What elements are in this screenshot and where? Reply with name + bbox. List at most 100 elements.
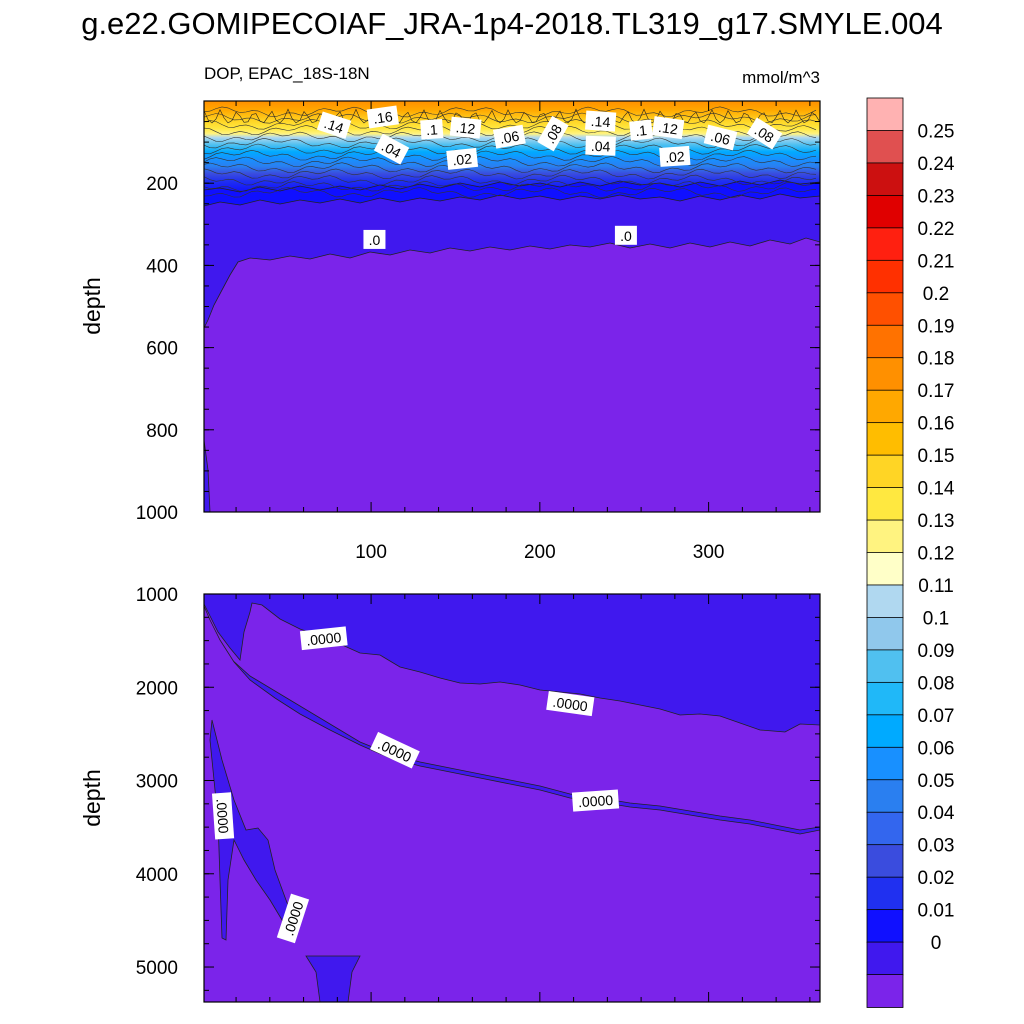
contour-label-text: .1 bbox=[634, 122, 647, 139]
figure-title: g.e22.GOMIPECOIAF_JRA-1p4-2018.TL319_g17… bbox=[81, 6, 943, 41]
contour-label-box bbox=[746, 117, 783, 150]
contour-label-box bbox=[316, 111, 352, 139]
colorbar-label: 0.09 bbox=[918, 641, 955, 662]
colorbar-swatch bbox=[866, 811, 904, 846]
lower-zero-middle bbox=[204, 605, 820, 1002]
colorbar-label: 0.01 bbox=[918, 901, 955, 922]
contour-label-text: .0 bbox=[620, 228, 632, 244]
contour-label-text: .12 bbox=[455, 119, 476, 137]
variable-label: DOP, EPAC_18S-18N bbox=[204, 64, 370, 83]
y-tick-label: 400 bbox=[146, 256, 178, 277]
contour-label-text: .12 bbox=[657, 119, 679, 138]
contour-label: .14 bbox=[316, 111, 352, 139]
y-tick-label: 1000 bbox=[136, 503, 178, 524]
contour-label-box bbox=[299, 626, 348, 651]
lower-band-upper bbox=[204, 594, 820, 733]
contour-line bbox=[204, 180, 817, 192]
contour-label: .0000 bbox=[546, 690, 595, 717]
surface-spikes bbox=[204, 101, 820, 124]
colorbar-swatch bbox=[866, 552, 904, 586]
colorbar-label: 0.05 bbox=[918, 771, 955, 792]
colorbar-label: 0.16 bbox=[918, 414, 955, 435]
colorbar-label: 0.14 bbox=[918, 479, 955, 500]
contour-label-box bbox=[370, 731, 420, 769]
colorbar-label: 0.11 bbox=[918, 576, 954, 597]
lower-slope-band bbox=[209, 719, 299, 941]
colorbar-swatch bbox=[866, 324, 904, 359]
contour-label-box bbox=[585, 135, 616, 156]
colorbar-label: 0.04 bbox=[918, 803, 955, 824]
contour-label: .1 bbox=[420, 119, 444, 140]
lower-contour-labels: .0000.0000.0000.0000.0000.0000 bbox=[211, 626, 620, 944]
contour-label-text: .0000 bbox=[578, 792, 614, 810]
y-tick-label: 2000 bbox=[136, 678, 178, 699]
contour-label: .02 bbox=[659, 145, 691, 167]
y-tick-label: 200 bbox=[146, 174, 178, 195]
contour-line bbox=[204, 187, 817, 199]
upper-field bbox=[204, 101, 820, 512]
contour-label-box bbox=[211, 792, 235, 840]
colorbar: 0.25 0.24 0.23 0.22 0.21 0.2 0.19 0.18 0.17 0.16 0… bbox=[866, 97, 955, 1008]
upper-contour-labels: .16 .14 .1 .12 .06 .08 .14 .1 .12 .06 .08 .04 .04 .02… bbox=[316, 105, 783, 249]
contour-line bbox=[204, 162, 817, 174]
contour-label: .08 bbox=[746, 117, 783, 150]
colorbar-label: 0.18 bbox=[918, 349, 955, 370]
colorbar-swatch bbox=[866, 97, 904, 132]
upper-contour-lines bbox=[204, 101, 820, 199]
colorbar-swatch bbox=[866, 681, 904, 716]
colorbar-label: 0.23 bbox=[918, 186, 955, 207]
units-label: mmol/m^3 bbox=[742, 68, 820, 87]
colorbar-label: 0.13 bbox=[918, 511, 955, 532]
contour-label-box bbox=[629, 119, 653, 141]
contour-label-text: .0 bbox=[369, 232, 381, 248]
contour-label: .06 bbox=[492, 124, 526, 149]
colorbar-swatch bbox=[866, 454, 904, 489]
contour-label-box bbox=[585, 110, 617, 132]
y-axis-label: depth bbox=[79, 277, 105, 335]
contour-label: .12 bbox=[652, 116, 685, 140]
colorbar-swatch bbox=[866, 746, 904, 781]
contour-line bbox=[204, 149, 817, 161]
x-tick-label: 100 bbox=[355, 542, 387, 563]
colorbar-label: 0.15 bbox=[918, 446, 955, 467]
contour-label-box bbox=[571, 789, 620, 812]
y-axis-label: depth bbox=[79, 769, 105, 827]
lower-field bbox=[204, 594, 820, 1002]
contour-label-box bbox=[363, 229, 386, 249]
colorbar-swatch bbox=[866, 422, 904, 457]
contour-label-box bbox=[366, 105, 399, 129]
contour-label-box bbox=[614, 225, 637, 245]
colorbar-swatch bbox=[866, 876, 904, 911]
colorbar-swatch bbox=[866, 649, 904, 684]
colorbar-label: 0.1 bbox=[923, 608, 949, 629]
contour-label: .0 bbox=[614, 225, 637, 245]
colorbar-label: 0 bbox=[931, 933, 942, 954]
lower-frame bbox=[203, 593, 821, 1003]
contour-label: .14 bbox=[585, 110, 617, 132]
colorbar-label: 0.19 bbox=[918, 316, 955, 337]
colorbar-swatch bbox=[866, 259, 904, 294]
lower-bottom-blob bbox=[305, 955, 361, 1002]
contour-label: .0000 bbox=[571, 789, 620, 812]
contour-label-box bbox=[276, 893, 310, 944]
colorbar-swatch bbox=[866, 162, 904, 197]
y-tick-label: 800 bbox=[146, 421, 178, 442]
colorbar-label: 0.2 bbox=[923, 284, 949, 305]
colorbar-swatch bbox=[866, 227, 904, 262]
colorbar-swatch bbox=[866, 487, 904, 521]
colorbar-swatch bbox=[866, 617, 904, 651]
contour-label: .16 bbox=[366, 105, 399, 129]
contour-label-text: .04 bbox=[591, 138, 611, 155]
colorbar-label: 0.25 bbox=[918, 122, 955, 143]
contour-label: .08 bbox=[537, 115, 569, 152]
colorbar-swatch bbox=[866, 584, 904, 619]
colorbar-swatch bbox=[866, 357, 904, 392]
contour-label-text: .0000 bbox=[552, 694, 589, 715]
contour-label: .04 bbox=[373, 133, 410, 165]
contour-label-box bbox=[659, 145, 691, 167]
contour-line bbox=[204, 168, 817, 180]
contour-label: .0000 bbox=[299, 626, 348, 651]
contour-label-box bbox=[449, 116, 482, 139]
contour-label-text: .02 bbox=[665, 148, 686, 165]
contour-label: .02 bbox=[446, 147, 479, 170]
